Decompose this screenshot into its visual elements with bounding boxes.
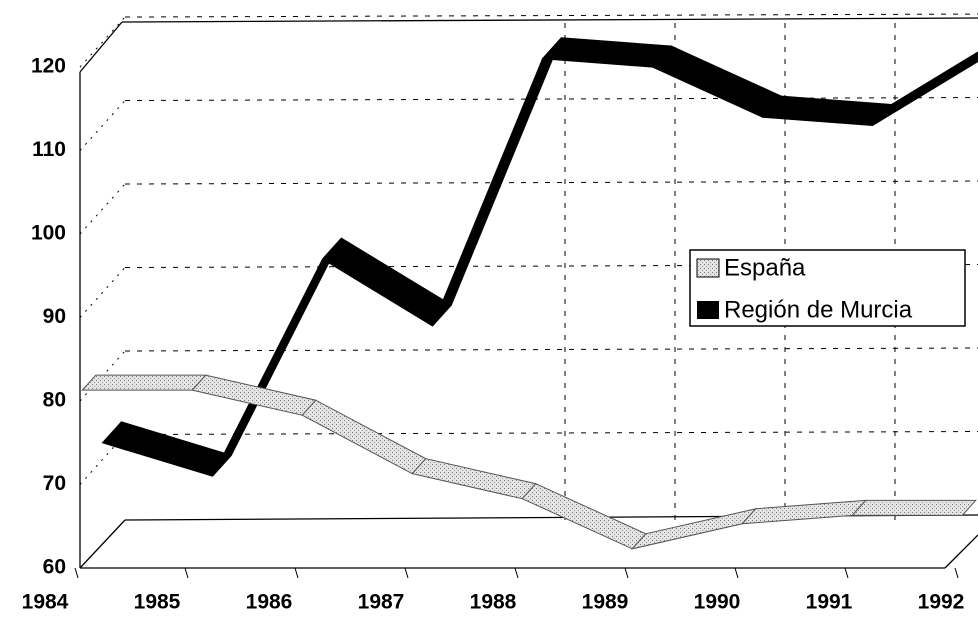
x-tick-label: 1989 [582,591,629,614]
grid-line [80,268,125,318]
x-tick [955,568,958,578]
x-tick-label: 1987 [358,591,405,614]
legend: España Región de Murcia [690,250,965,326]
line-segment [302,400,426,473]
x-tick-label: 1990 [694,591,741,614]
x-tick [735,568,738,578]
line-segment [82,375,206,390]
grid-line [125,14,978,17]
x-tick [845,568,848,578]
y-tick-label: 110 [32,138,66,161]
line-segment [543,38,672,67]
legend-label: Región de Murcia [724,296,913,323]
line-segment [653,46,782,117]
y-tick-label: 120 [31,55,66,78]
x-tick [295,568,298,578]
y-tick-label: 80 [43,389,66,412]
grid-line [125,98,978,101]
x-tick [405,568,408,578]
y-tick-label: 60 [43,556,66,579]
x-tick [185,568,188,578]
grid-line [80,101,125,151]
x-tick-label: 1985 [134,591,181,614]
x-tick-label: 1991 [806,591,853,614]
x-tick-label: 1992 [918,591,965,614]
x-tick-label: 1984 [22,591,69,614]
x-tick-label: 1988 [470,591,517,614]
line-segment [323,238,452,326]
x-tick [625,568,628,578]
line-segment [742,500,866,523]
grid-line [125,432,978,435]
y-tick-label: 90 [43,305,66,328]
x-tick [515,568,518,578]
line-segment [213,238,342,476]
line-segment [433,38,562,326]
line-segment [632,509,756,549]
line-segment [522,484,646,549]
y-tick-label: 70 [43,472,66,495]
line-segment [763,96,892,125]
line-segment [103,422,232,476]
y-tick-label: 100 [31,222,66,245]
line-segment [852,500,976,515]
legend-label: España [724,254,806,281]
grid-line [80,17,125,67]
grid-line [125,348,978,351]
x-tick-label: 1986 [246,591,293,614]
legend-swatch [697,301,719,319]
line-segment [873,38,978,126]
line-segment [412,459,536,499]
grid-line [125,181,978,184]
x-tick [75,568,78,578]
grid-line [80,184,125,234]
legend-swatch [697,259,719,277]
